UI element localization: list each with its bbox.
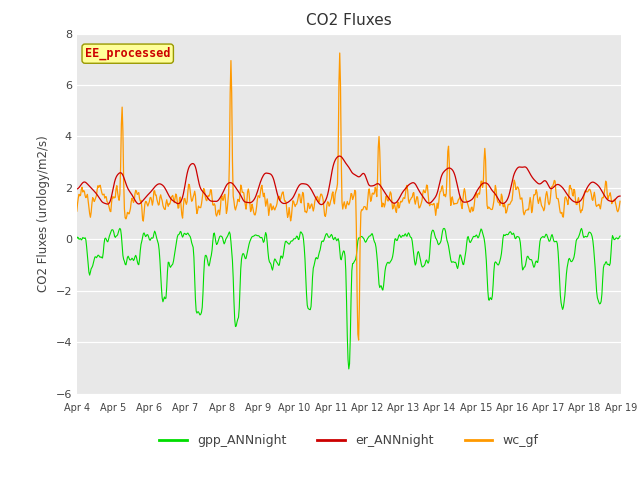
Legend: gpp_ANNnight, er_ANNnight, wc_gf: gpp_ANNnight, er_ANNnight, wc_gf [154,429,543,452]
Title: CO2 Fluxes: CO2 Fluxes [306,13,392,28]
Y-axis label: CO2 Fluxes (urology/m2/s): CO2 Fluxes (urology/m2/s) [37,135,50,292]
Text: EE_processed: EE_processed [85,47,170,60]
